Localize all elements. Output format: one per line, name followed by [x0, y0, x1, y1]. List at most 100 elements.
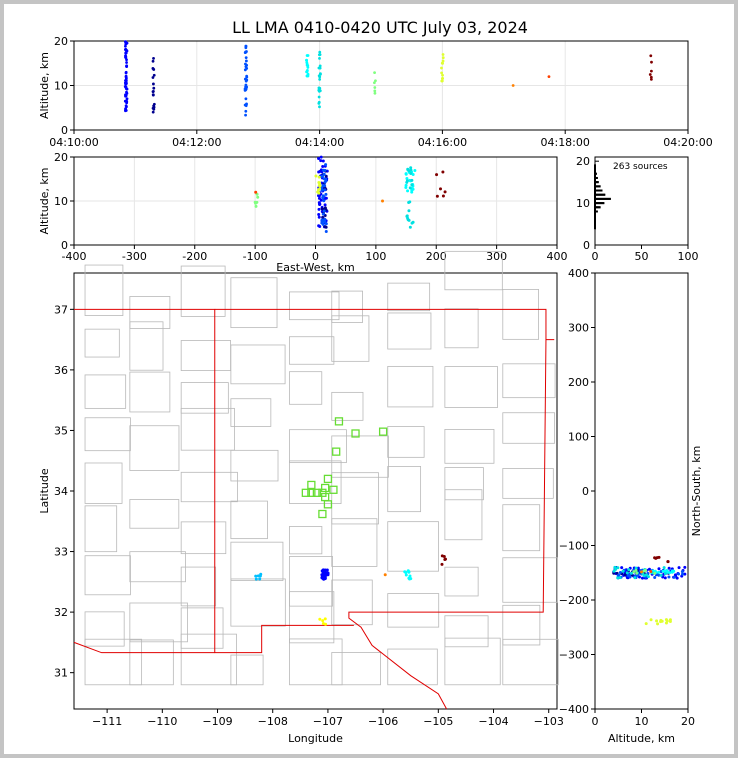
altitude-northsouth-source-point [667, 575, 671, 579]
altitude-northsouth-source-point [666, 560, 670, 564]
figure-frame: LL LMA 0410-0420 UTC July 03, 2024 04:10… [4, 4, 734, 754]
eastwest-altitude-source-point [321, 212, 325, 216]
time-altitude-source-point [151, 106, 155, 110]
time-altitude-source-point [649, 75, 653, 79]
altitude-northsouth-ytick-label: −200 [559, 594, 589, 607]
time-altitude-source-point [317, 88, 321, 92]
time-altitude-source-point [152, 86, 156, 90]
altitude-northsouth-source-point [636, 566, 640, 570]
time-altitude-source-point [441, 73, 444, 77]
time-altitude-source-point [244, 97, 248, 101]
county-boundary [129, 371, 171, 413]
altitude-northsouth-source-point [644, 622, 648, 626]
county-boundaries [84, 250, 559, 686]
altitude-northsouth-source-point [612, 569, 616, 573]
lma-station-marker [323, 500, 333, 509]
eastwest-altitude-source-point [254, 201, 258, 205]
county-boundary [289, 291, 340, 321]
eastwest-altitude-ytick-label: 20 [54, 151, 68, 164]
plan-view-xtick-label: −111 [92, 715, 122, 728]
eastwest-altitude-ytick-label: 10 [54, 195, 68, 208]
plan-view-source-point [443, 557, 447, 561]
time-altitude-source-point [440, 66, 443, 70]
altitude-histogram-bars [594, 164, 611, 230]
eastwest-altitude-source-point [410, 183, 414, 187]
eastwest-altitude-source-point [321, 168, 325, 172]
state-border-north [214, 308, 555, 341]
eastwest-altitude-source-point [411, 173, 415, 177]
altitude-northsouth-source-point [662, 566, 666, 570]
altitude-northsouth-xtick-label: 20 [681, 715, 695, 728]
altitude-northsouth-source-point [649, 618, 653, 622]
plan-view-source-point [321, 622, 325, 626]
county-boundary [331, 472, 379, 525]
altitude-northsouth-source-point [617, 573, 621, 577]
altitude-northsouth-source-point [642, 574, 646, 578]
altitude-northsouth-source-point [633, 576, 637, 580]
eastwest-altitude-source-point [320, 187, 324, 191]
county-boundary [444, 637, 501, 686]
plan-view-source-point [407, 576, 411, 580]
altitude-histogram-ytick-label: 20 [576, 155, 590, 168]
county-boundary [180, 407, 235, 451]
plan-view-source-point [321, 576, 325, 580]
altitude-northsouth-ytick-label: −300 [559, 649, 589, 662]
state-border-mexico [73, 641, 215, 654]
altitude-northsouth-source-point [667, 566, 671, 570]
county-boundary [129, 499, 180, 529]
eastwest-altitude-xlabel: East-West, km [276, 261, 354, 274]
county-boundary [84, 264, 124, 316]
county-boundary [387, 365, 434, 408]
lma-station-marker [307, 480, 316, 490]
time-altitude-source-point [152, 56, 155, 60]
altitude-northsouth-xlabel: Altitude, km [608, 732, 675, 745]
county-boundary [230, 541, 284, 581]
time-altitude-source-point [441, 59, 445, 63]
time-altitude-ytick-label: 20 [54, 35, 68, 48]
altitude-northsouth-source-point [653, 571, 657, 575]
time-altitude-source-point [244, 50, 247, 54]
county-boundary [230, 578, 286, 627]
altitude-northsouth-source-point [657, 570, 661, 574]
time-altitude-xtick-label: 04:18:00 [540, 136, 589, 149]
time-altitude-xtick-label: 04:14:00 [295, 136, 344, 149]
county-boundary [331, 435, 389, 478]
altitude-northsouth-source-point [656, 622, 660, 626]
plan-view-source-point [407, 570, 411, 574]
time-altitude-source-point [124, 109, 127, 113]
time-altitude-source-point [124, 44, 127, 48]
county-boundary [331, 290, 363, 323]
lma-figure: LL LMA 0410-0420 UTC July 03, 2024 04:10… [38, 18, 713, 745]
eastwest-altitude-source-point [323, 206, 327, 210]
altitude-northsouth-source-point [623, 573, 627, 577]
time-altitude-source-point [125, 48, 128, 52]
time-altitude-ylabel: Altitude, km [38, 52, 51, 119]
time-altitude-source-point [152, 82, 155, 86]
time-altitude-source-point [373, 89, 377, 93]
altitude-northsouth-source-point [659, 618, 663, 622]
county-boundary [230, 277, 278, 329]
time-altitude-source-point [152, 104, 156, 108]
eastwest-altitude-source-point [324, 163, 328, 167]
eastwest-altitude-source-point [405, 214, 409, 218]
time-altitude-source-point [318, 50, 322, 54]
lma-station-marker [332, 447, 341, 456]
county-boundary [387, 282, 431, 312]
altitude-northsouth-source-point [672, 575, 676, 579]
time-altitude-source-point [318, 75, 322, 79]
eastwest-altitude-source-point [324, 225, 328, 229]
county-boundary [84, 555, 131, 596]
county-boundary [289, 638, 343, 686]
plan-view-source-point [258, 577, 262, 581]
altitude-northsouth-source-point [627, 573, 631, 577]
county-boundary [84, 374, 127, 409]
eastwest-altitude-source-point [317, 183, 321, 187]
altitude-northsouth-xtick-label: 0 [592, 715, 599, 728]
time-altitude-xtick-label: 04:12:00 [172, 136, 221, 149]
time-altitude-source-point [124, 40, 127, 44]
eastwest-altitude-source-point [317, 224, 321, 228]
eastwest-altitude-source-point [405, 177, 409, 181]
time-altitude-source-point [441, 53, 445, 56]
time-altitude-source-point [244, 59, 248, 63]
altitude-northsouth-source-point [657, 567, 661, 571]
